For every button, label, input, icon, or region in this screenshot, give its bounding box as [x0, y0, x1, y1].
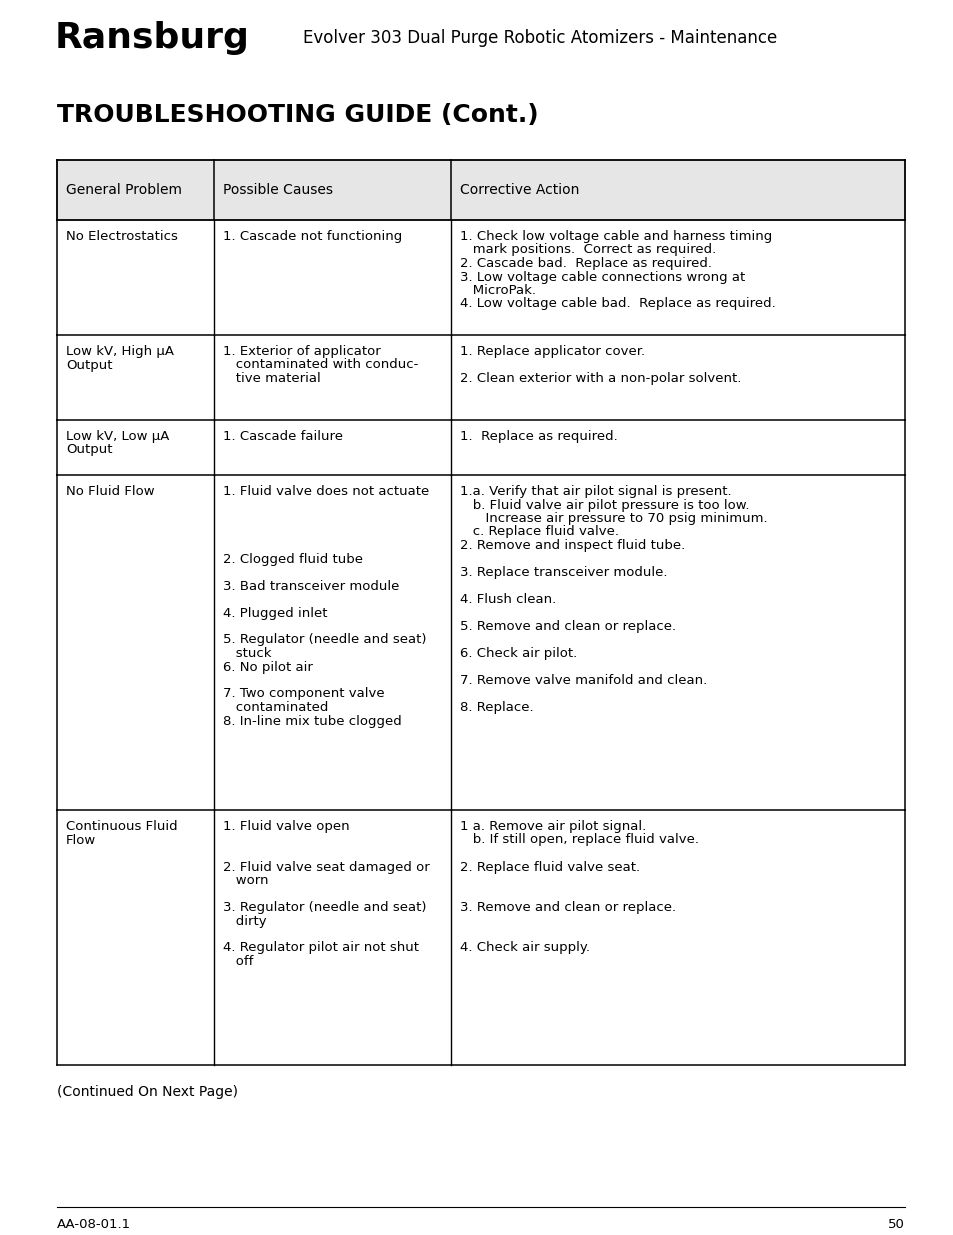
Text: contaminated: contaminated [223, 701, 328, 714]
Text: 2. Clean exterior with a non-polar solvent.: 2. Clean exterior with a non-polar solve… [460, 372, 740, 385]
Text: worn: worn [223, 874, 268, 887]
Text: 3. Low voltage cable connections wrong at: 3. Low voltage cable connections wrong a… [460, 270, 745, 284]
Text: stuck: stuck [223, 647, 271, 659]
Text: Low kV, High μA: Low kV, High μA [66, 345, 173, 358]
Text: Flow: Flow [66, 834, 96, 846]
Text: mark positions.  Correct as required.: mark positions. Correct as required. [460, 243, 716, 257]
Text: 4. Plugged inlet: 4. Plugged inlet [223, 606, 327, 620]
Text: Possible Causes: Possible Causes [223, 183, 333, 198]
Text: 1. Exterior of applicator: 1. Exterior of applicator [223, 345, 380, 358]
Text: 8. Replace.: 8. Replace. [460, 701, 534, 714]
Text: 1.a. Verify that air pilot signal is present.: 1.a. Verify that air pilot signal is pre… [460, 485, 731, 498]
Text: 3. Remove and clean or replace.: 3. Remove and clean or replace. [460, 902, 676, 914]
Text: 1. Fluid valve does not actuate: 1. Fluid valve does not actuate [223, 485, 429, 498]
Text: 3. Bad transceiver module: 3. Bad transceiver module [223, 579, 399, 593]
Text: 2. Remove and inspect fluid tube.: 2. Remove and inspect fluid tube. [460, 538, 685, 552]
Text: Continuous Fluid: Continuous Fluid [66, 820, 177, 832]
Text: 3. Replace transceiver module.: 3. Replace transceiver module. [460, 566, 667, 579]
Text: 1. Check low voltage cable and harness timing: 1. Check low voltage cable and harness t… [460, 230, 772, 243]
Text: off: off [223, 955, 253, 968]
Text: 4. Check air supply.: 4. Check air supply. [460, 941, 590, 955]
Bar [57, 161, 904, 220]
Text: dirty: dirty [223, 914, 266, 927]
Text: 4. Flush clean.: 4. Flush clean. [460, 593, 556, 606]
Text: 4. Low voltage cable bad.  Replace as required.: 4. Low voltage cable bad. Replace as req… [460, 298, 775, 310]
Text: 1 a. Remove air pilot signal.: 1 a. Remove air pilot signal. [460, 820, 646, 832]
Text: Low kV, Low μA: Low kV, Low μA [66, 430, 170, 443]
Text: 6. Check air pilot.: 6. Check air pilot. [460, 647, 577, 659]
Text: 50: 50 [887, 1219, 904, 1231]
Text: 2. Cascade bad.  Replace as required.: 2. Cascade bad. Replace as required. [460, 257, 712, 270]
Text: (Continued On Next Page): (Continued On Next Page) [57, 1086, 237, 1099]
Text: 2. Clogged fluid tube: 2. Clogged fluid tube [223, 552, 362, 566]
Text: 5. Remove and clean or replace.: 5. Remove and clean or replace. [460, 620, 676, 634]
Text: 4. Regulator pilot air not shut: 4. Regulator pilot air not shut [223, 941, 418, 955]
Text: contaminated with conduc-: contaminated with conduc- [223, 358, 417, 372]
Text: Corrective Action: Corrective Action [460, 183, 579, 198]
Text: tive material: tive material [223, 372, 320, 385]
Text: 2. Fluid valve seat damaged or: 2. Fluid valve seat damaged or [223, 861, 429, 873]
Text: 1. Cascade failure: 1. Cascade failure [223, 430, 342, 443]
Text: 3. Regulator (needle and seat): 3. Regulator (needle and seat) [223, 902, 426, 914]
Text: 6. No pilot air: 6. No pilot air [223, 661, 313, 673]
Text: 7. Remove valve manifold and clean.: 7. Remove valve manifold and clean. [460, 674, 707, 687]
Text: MicroPak.: MicroPak. [460, 284, 536, 296]
Text: 7. Two component valve: 7. Two component valve [223, 688, 384, 700]
Text: 1. Fluid valve open: 1. Fluid valve open [223, 820, 349, 832]
Text: AA-08-01.1: AA-08-01.1 [57, 1219, 131, 1231]
Text: 8. In-line mix tube clogged: 8. In-line mix tube clogged [223, 715, 401, 727]
Text: b. If still open, replace fluid valve.: b. If still open, replace fluid valve. [460, 834, 699, 846]
Text: b. Fluid valve air pilot pressure is too low.: b. Fluid valve air pilot pressure is too… [460, 499, 749, 511]
Text: 1. Replace applicator cover.: 1. Replace applicator cover. [460, 345, 645, 358]
Text: No Electrostatics: No Electrostatics [66, 230, 177, 243]
Text: No Fluid Flow: No Fluid Flow [66, 485, 154, 498]
Text: TROUBLESHOOTING GUIDE (Cont.): TROUBLESHOOTING GUIDE (Cont.) [57, 103, 538, 127]
Text: Ransburg: Ransburg [55, 21, 250, 56]
Text: Evolver 303 Dual Purge Robotic Atomizers - Maintenance: Evolver 303 Dual Purge Robotic Atomizers… [302, 28, 777, 47]
Text: 1. Cascade not functioning: 1. Cascade not functioning [223, 230, 402, 243]
Text: General Problem: General Problem [66, 183, 182, 198]
Text: 2. Replace fluid valve seat.: 2. Replace fluid valve seat. [460, 861, 639, 873]
Text: 1.  Replace as required.: 1. Replace as required. [460, 430, 618, 443]
Text: Increase air pressure to 70 psig minimum.: Increase air pressure to 70 psig minimum… [460, 513, 767, 525]
Text: c. Replace fluid valve.: c. Replace fluid valve. [460, 526, 618, 538]
Text: 5. Regulator (needle and seat): 5. Regulator (needle and seat) [223, 634, 426, 646]
Text: Output: Output [66, 443, 112, 457]
Text: Output: Output [66, 358, 112, 372]
